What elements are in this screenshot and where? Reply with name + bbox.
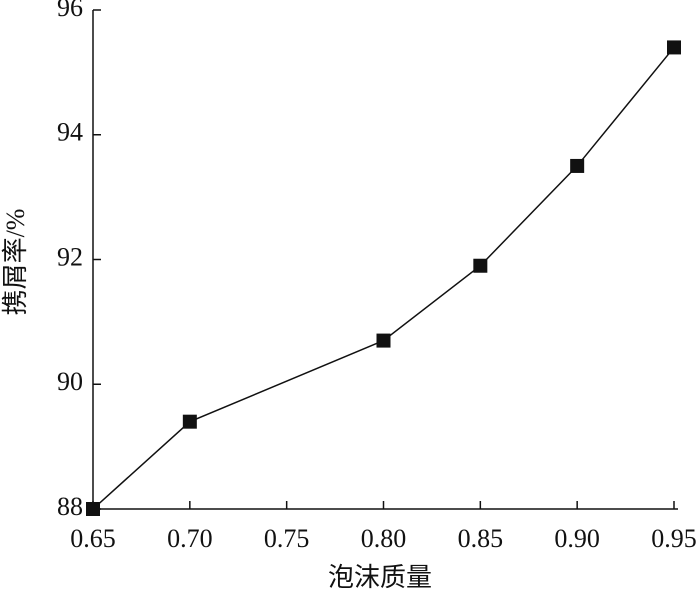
marker xyxy=(570,158,585,173)
y-tick-label: 96 xyxy=(57,0,83,22)
x-tick-label: 0.80 xyxy=(361,524,407,553)
y-axis-label: 携屑率/% xyxy=(1,209,30,316)
x-tick-label: 0.95 xyxy=(651,524,697,553)
marker xyxy=(376,333,391,348)
y-tick-label: 90 xyxy=(57,367,83,396)
x-tick-label: 0.70 xyxy=(167,524,213,553)
marker xyxy=(182,414,197,429)
marker xyxy=(473,258,488,273)
x-tick-label: 0.85 xyxy=(458,524,504,553)
marker xyxy=(667,40,681,55)
line xyxy=(92,46,675,510)
x-tick-label: 0.90 xyxy=(554,524,600,553)
x-tick-label: 0.75 xyxy=(264,524,310,553)
y-tick-label: 94 xyxy=(57,118,83,147)
y-tick-label: 88 xyxy=(57,492,83,521)
y-tick-label: 92 xyxy=(57,242,83,271)
marker xyxy=(86,502,100,516)
x-tick-label: 0.65 xyxy=(70,524,116,553)
x-axis-label: 泡沫质量 xyxy=(328,563,432,592)
